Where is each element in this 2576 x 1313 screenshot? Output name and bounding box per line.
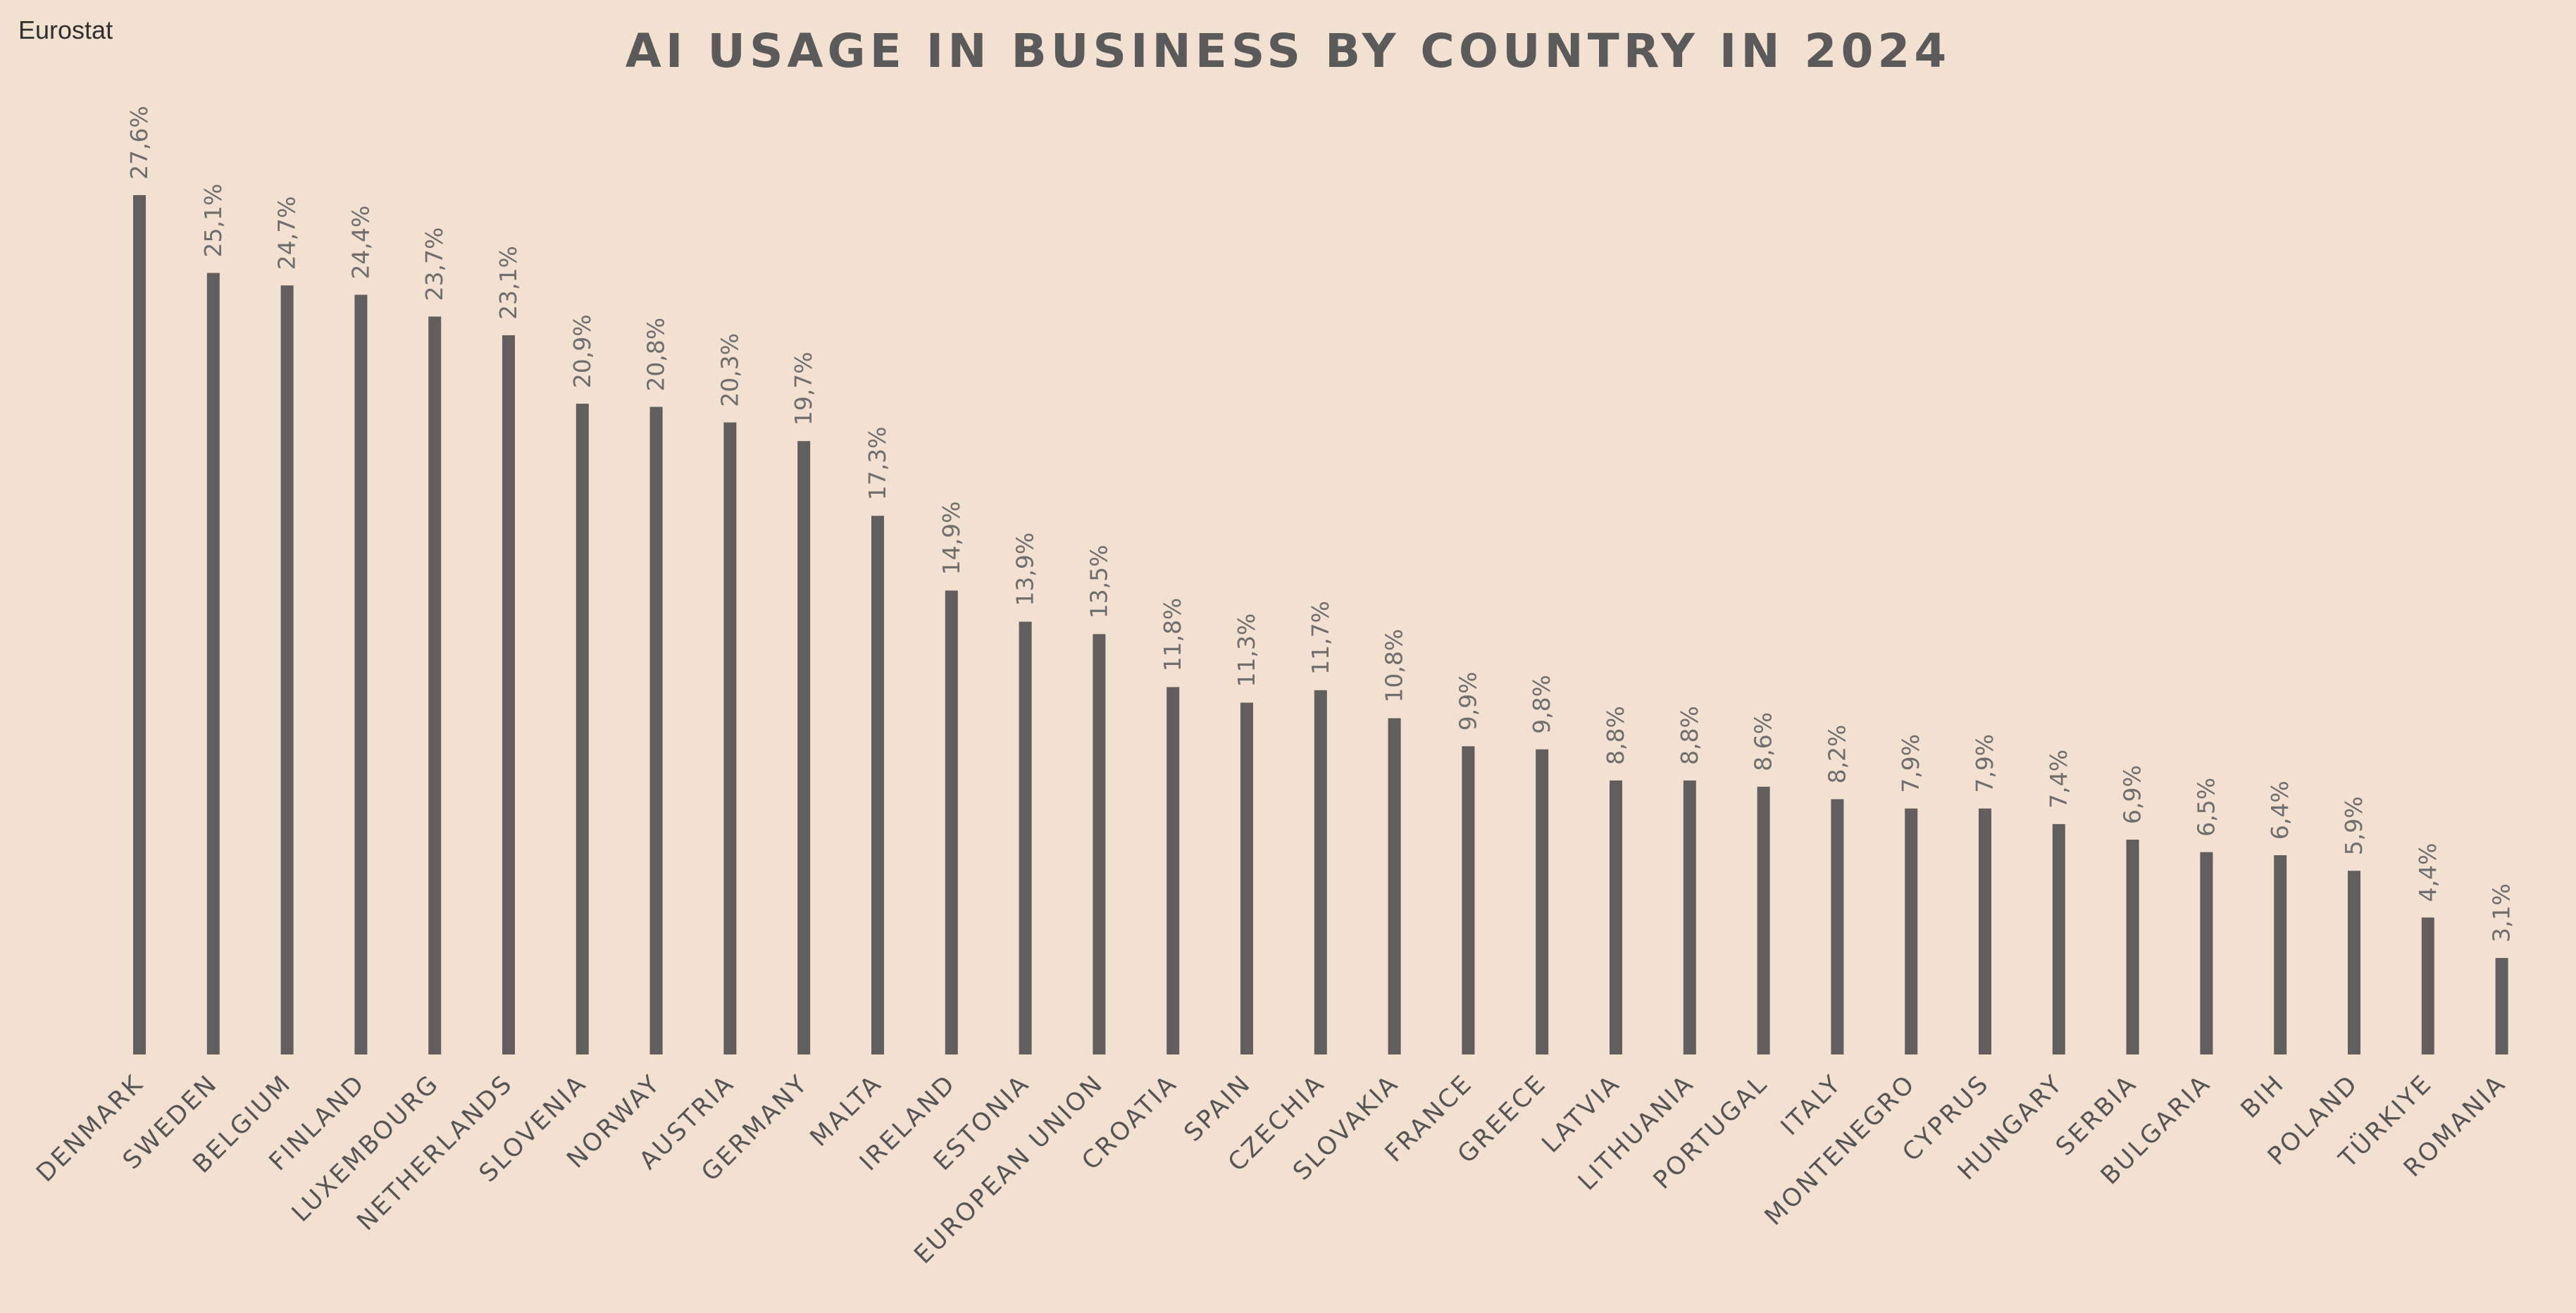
value-label: 8,6%: [1750, 712, 1777, 771]
bar-slovenia: [575, 404, 589, 1054]
bar-european-union: [1093, 634, 1106, 1054]
value-label: 3,1%: [2488, 883, 2515, 942]
bar-germany: [797, 441, 811, 1054]
bar-ireland: [945, 590, 958, 1054]
bar-latvia: [1610, 780, 1622, 1054]
value-label: 24,4%: [347, 206, 374, 280]
bar-poland: [2348, 871, 2360, 1054]
value-label: 7,4%: [2045, 749, 2072, 809]
bar-cyprus: [1979, 808, 1991, 1054]
bar-norway: [649, 406, 663, 1054]
value-label: 17,3%: [864, 426, 891, 500]
bar-italy: [1831, 799, 1844, 1054]
bar-france: [1462, 746, 1475, 1054]
category-label: BIH: [2236, 1069, 2291, 1124]
bar-montenegro: [1905, 808, 1918, 1054]
bar-denmark: [133, 195, 146, 1054]
value-label: 5,9%: [2340, 796, 2367, 855]
value-label: 11,7%: [1307, 601, 1334, 675]
bar-belgium: [280, 285, 294, 1054]
bar-lithuania: [1683, 780, 1696, 1054]
value-label: 20,9%: [568, 314, 596, 388]
value-label: 8,2%: [1823, 725, 1850, 784]
bar-malta: [871, 516, 884, 1054]
value-label: 19,7%: [790, 351, 817, 425]
value-label: 11,3%: [1233, 614, 1260, 687]
value-label: 13,9%: [1012, 533, 1039, 606]
value-label: 6,9%: [2119, 765, 2146, 824]
value-label: 25,1%: [199, 184, 227, 258]
value-label: 23,7%: [421, 228, 448, 301]
bar-serbia: [2126, 840, 2139, 1054]
bar-greece: [1536, 749, 1549, 1054]
bar-t-rkiye: [2421, 917, 2434, 1054]
bar-bulgaria: [2200, 852, 2213, 1054]
bar-spain: [1240, 702, 1253, 1054]
value-label: 27,6%: [125, 106, 153, 180]
value-label: 7,9%: [1897, 734, 1924, 793]
value-label: 6,4%: [2266, 780, 2294, 840]
bar-estonia: [1019, 621, 1032, 1054]
bar-croatia: [1166, 687, 1180, 1054]
bar-romania: [2495, 957, 2508, 1054]
value-label: 4,4%: [2414, 843, 2441, 902]
value-label: 11,8%: [1159, 598, 1186, 672]
value-label: 23,1%: [494, 246, 522, 320]
bar-portugal: [1757, 786, 1770, 1054]
bar-hungary: [2052, 823, 2065, 1054]
value-label: 8,8%: [1676, 706, 1703, 765]
bar-slovakia: [1388, 718, 1401, 1054]
bar-finland: [354, 294, 368, 1055]
value-label: 8,8%: [1602, 706, 1629, 765]
bar-austria: [723, 422, 737, 1054]
bar-bih: [2274, 855, 2287, 1054]
value-label: 24,7%: [273, 196, 301, 270]
value-label: 9,9%: [1454, 672, 1481, 731]
value-label: 14,9%: [938, 502, 965, 575]
value-label: 20,8%: [642, 318, 670, 392]
bar-czechia: [1314, 690, 1327, 1054]
value-label: 10,8%: [1381, 629, 1408, 703]
bar-sweden: [206, 273, 220, 1055]
bar-netherlands: [502, 335, 515, 1054]
value-label: 9,8%: [1528, 675, 1555, 734]
value-label: 6,5%: [2192, 778, 2220, 837]
bar-luxembourg: [428, 316, 442, 1054]
category-label: ITALY: [1776, 1069, 1848, 1141]
value-label: 20,3%: [716, 333, 743, 407]
value-label: 13,5%: [1085, 545, 1112, 618]
value-label: 7,9%: [1971, 734, 1998, 793]
chart-title: AI USAGE IN BUSINESS BY COUNTRY IN 2024: [625, 24, 1951, 78]
source-label: Eurostat: [18, 15, 113, 44]
